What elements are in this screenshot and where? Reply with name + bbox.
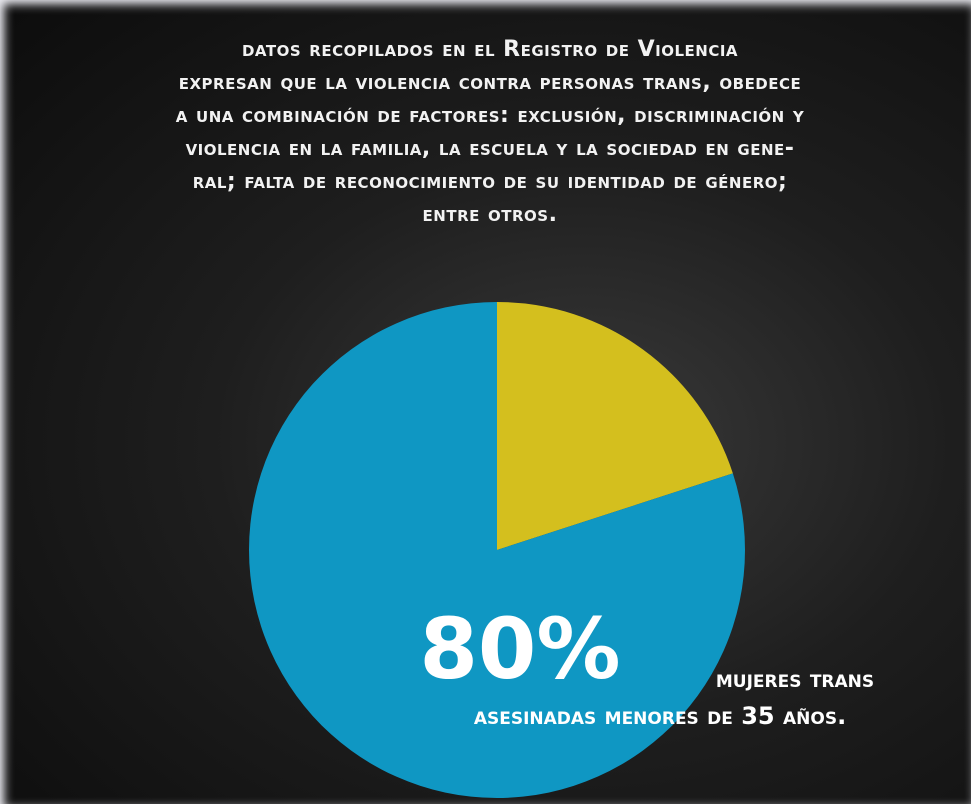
value-label: 80% (419, 600, 620, 698)
title-line: datos recopilados en el Registro de Viol… (242, 37, 738, 62)
annotation-line: asesinadas menores de 35 años. (474, 702, 846, 730)
pie-slice (248, 302, 745, 798)
title-line: a una combinación de factores: exclusión… (176, 103, 805, 128)
pie-slice (497, 302, 733, 550)
title-line: violencia en la familia, la escuela y la… (186, 136, 795, 161)
annotation-line: mujeres trans (716, 665, 874, 693)
title-line: expresan que la violencia contra persona… (179, 70, 802, 95)
title-line: entre otros. (423, 202, 558, 227)
title-line: ral; falta de reconocimiento de su ident… (193, 169, 788, 194)
